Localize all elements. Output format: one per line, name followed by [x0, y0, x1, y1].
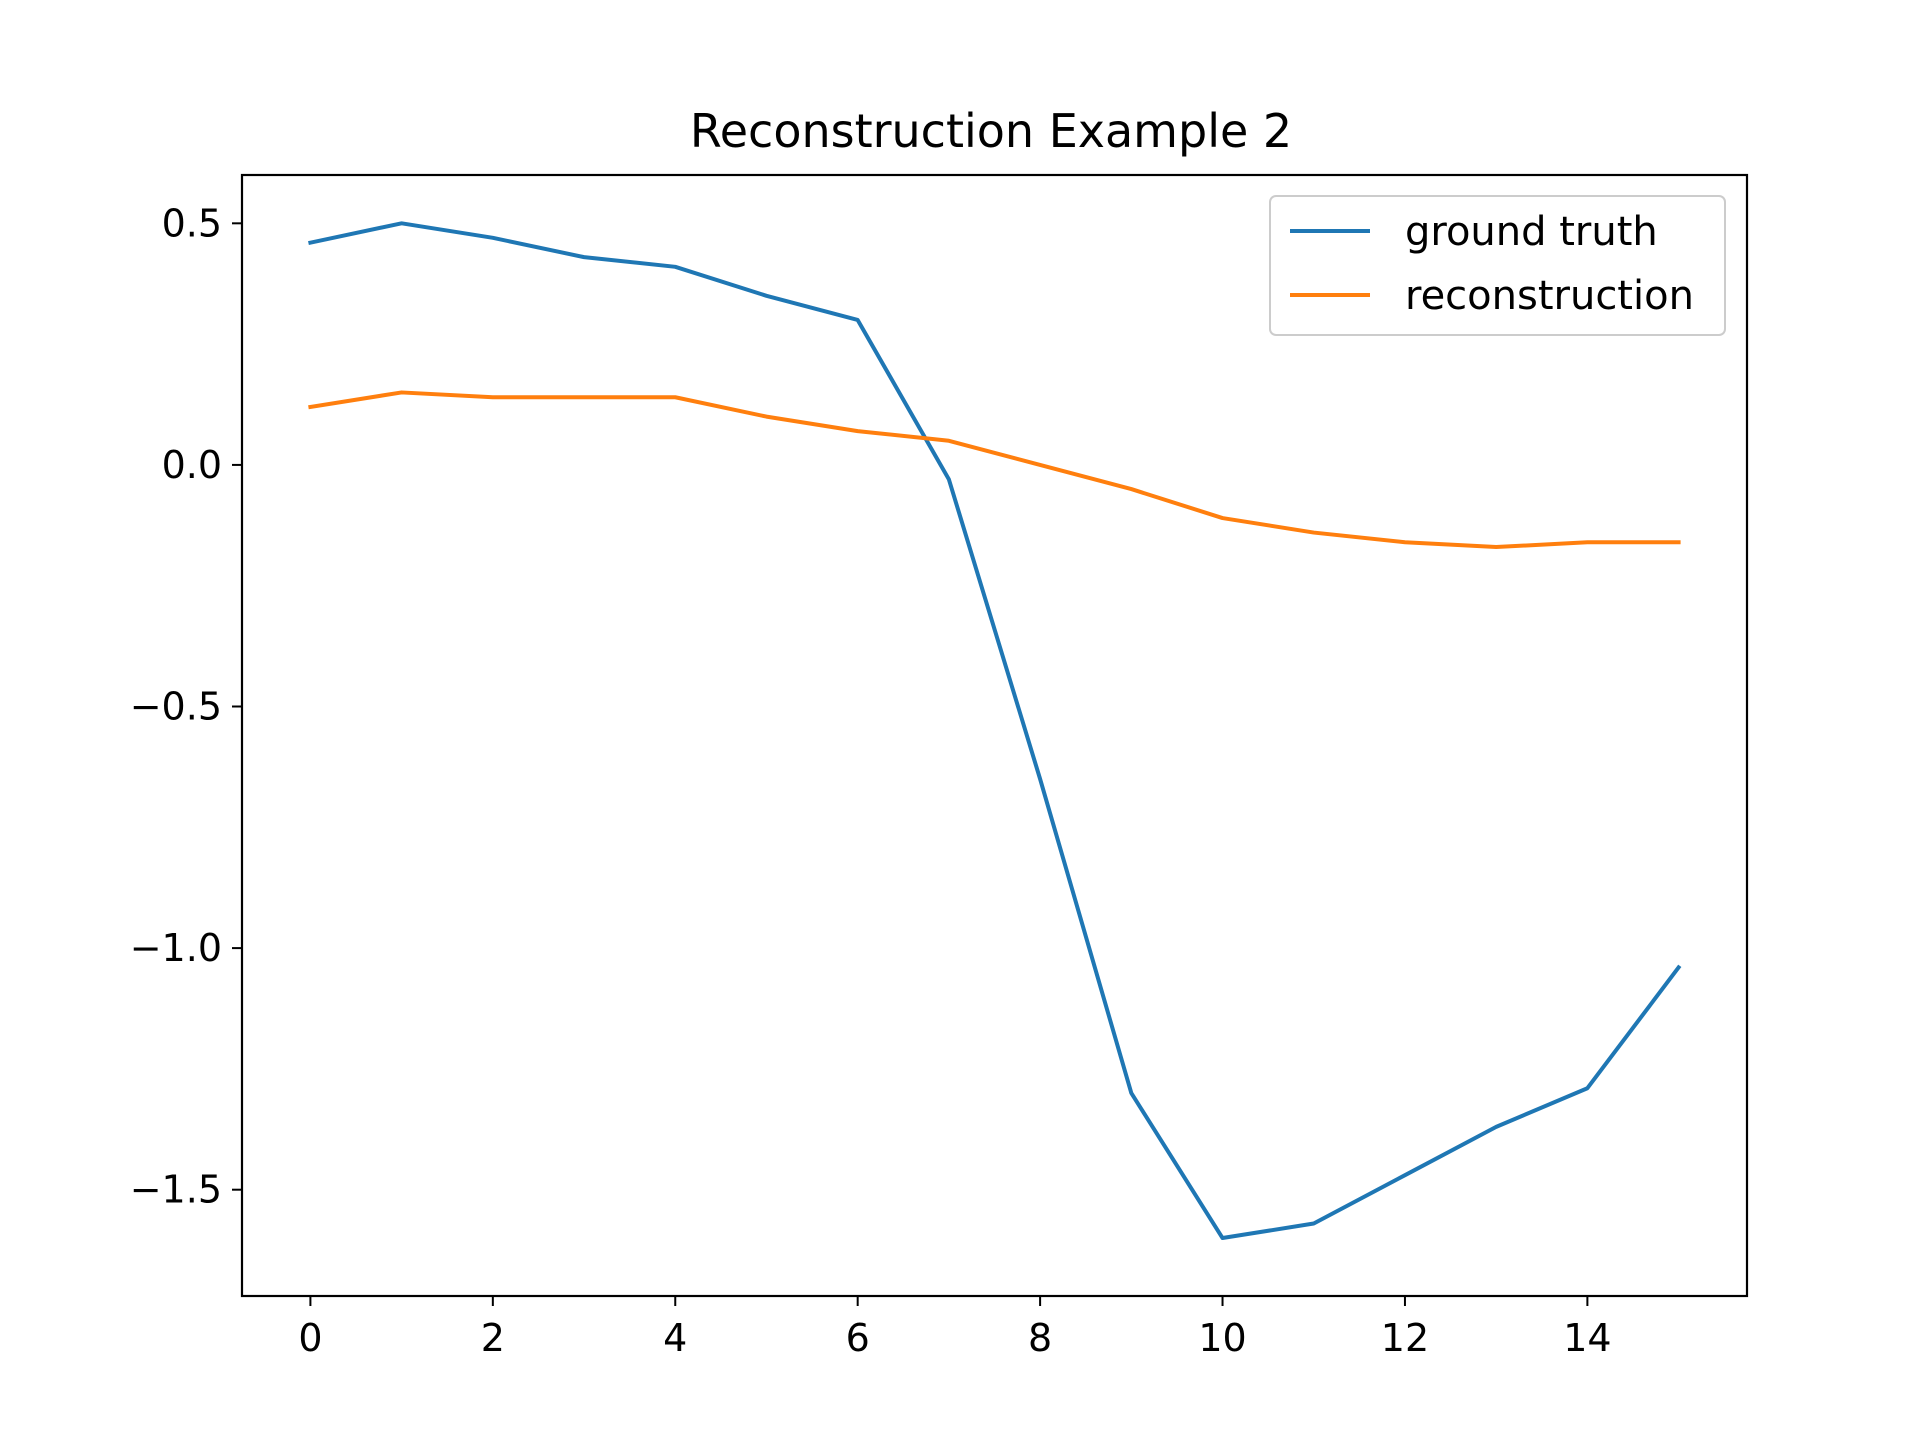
x-axis-ticks: 0 2 4 6 8 10 12 14	[298, 1296, 1612, 1360]
series-line-ground-truth	[308, 221, 1682, 1241]
legend: ground truth reconstruction	[1269, 195, 1726, 336]
x-tick-label: 0	[298, 1316, 322, 1360]
y-tick-label: −1.5	[130, 1168, 222, 1212]
series-layer	[308, 221, 1682, 1241]
legend-box	[1269, 195, 1726, 336]
x-tick-label: 8	[1028, 1316, 1052, 1360]
legend-label-ground-truth: ground truth	[1405, 209, 1658, 255]
x-tick-label: 4	[663, 1316, 687, 1360]
x-tick-label: 2	[481, 1316, 505, 1360]
legend-label-reconstruction: reconstruction	[1405, 273, 1694, 319]
y-axis-ticks: 0.5 0.0 −0.5 −1.0 −1.5	[130, 201, 242, 1212]
x-tick-label: 10	[1198, 1316, 1246, 1360]
y-tick-label: 0.5	[162, 201, 222, 245]
x-tick-label: 14	[1563, 1316, 1611, 1360]
y-tick-label: −0.5	[130, 685, 222, 729]
chart-title: Reconstruction Example 2	[690, 104, 1292, 158]
x-tick-label: 12	[1381, 1316, 1429, 1360]
x-tick-label: 6	[846, 1316, 870, 1360]
y-tick-label: −1.0	[130, 926, 222, 970]
y-tick-label: 0.0	[162, 443, 222, 487]
series-line-reconstruction	[308, 390, 1681, 550]
plot-area-frame	[240, 173, 1749, 1298]
